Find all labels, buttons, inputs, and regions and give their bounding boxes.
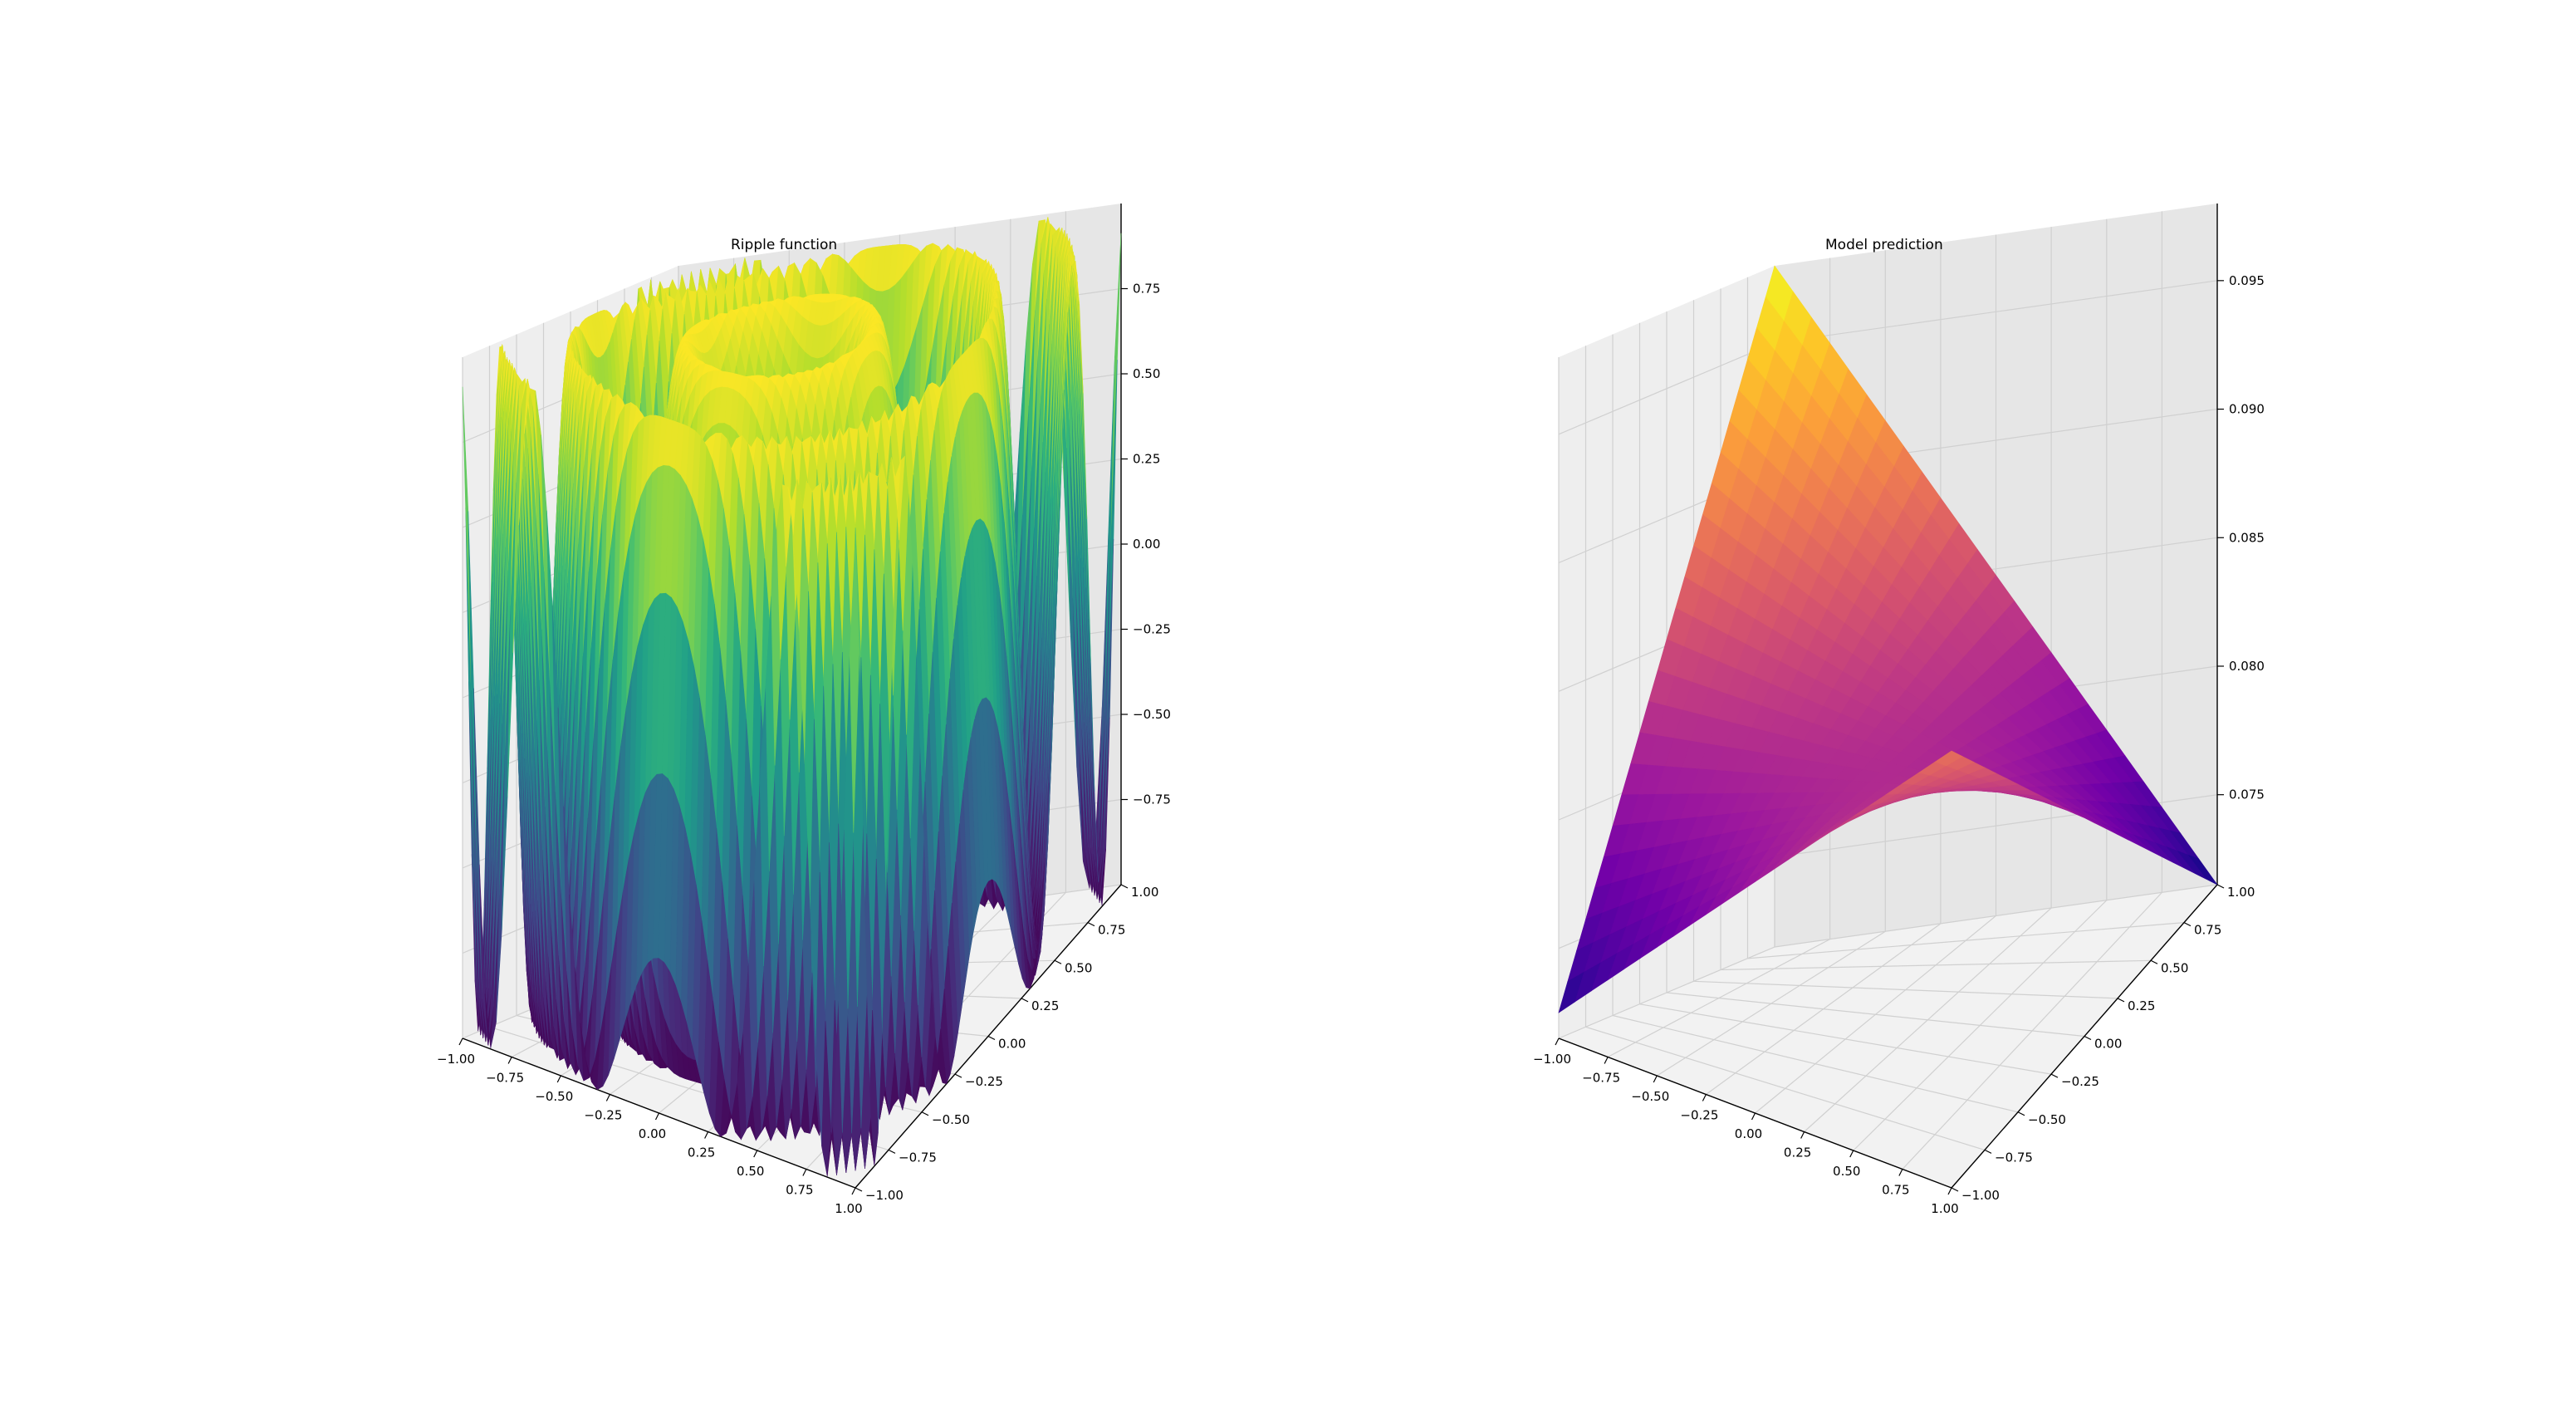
- x-tick-label: −0.50: [535, 1089, 573, 1104]
- x-tick-mark: [654, 1112, 660, 1121]
- y-tick-label: 1.00: [1131, 885, 1158, 900]
- x-tick-mark: [802, 1169, 807, 1176]
- ripple-function-chart: Ripple function −1.00 −0.75 −0.50 −0.25 0.00…: [437, 204, 1171, 1216]
- y-tick-label: −1.00: [865, 1188, 904, 1203]
- x-tick-mark: [704, 1131, 709, 1139]
- y-tick-mark: [921, 1111, 929, 1116]
- y-tick-mark: [888, 1149, 896, 1154]
- x-tick-label: −0.75: [486, 1071, 524, 1086]
- x-tick-label: 1.00: [835, 1201, 862, 1216]
- z-tick-label: −0.50: [1133, 707, 1171, 722]
- y-tick-mark: [855, 1187, 863, 1192]
- x-tick-label: 0.75: [786, 1183, 813, 1198]
- y-tick-label: 0.50: [1065, 960, 1092, 975]
- y-tick-label: −0.25: [965, 1074, 1003, 1089]
- y-tick-mark: [954, 1073, 962, 1078]
- x-tick-mark: [753, 1150, 758, 1158]
- y-tick-label: −0.75: [899, 1150, 937, 1165]
- z-tick-label: 0.75: [1133, 282, 1160, 297]
- z-tick-label: −0.25: [1133, 622, 1171, 637]
- surface: [462, 217, 1122, 1177]
- y-tick-label: 0.00: [998, 1037, 1026, 1052]
- y-tick-mark: [1087, 922, 1095, 927]
- x-tick-mark: [851, 1187, 856, 1195]
- y-tick-label: −0.50: [932, 1112, 970, 1127]
- y-tick-mark: [1120, 884, 1129, 889]
- y-tick-mark: [1054, 959, 1062, 964]
- x-tick-mark: [556, 1075, 561, 1083]
- y-tick-mark: [987, 1035, 996, 1041]
- z-tick-label: 0.00: [1133, 537, 1160, 552]
- y-tick-mark: [1021, 998, 1029, 1003]
- z-tick-label: 0.25: [1133, 452, 1160, 467]
- x-tick-label: 0.00: [639, 1126, 666, 1141]
- x-tick-label: 0.25: [688, 1145, 715, 1160]
- z-tick-label: −0.75: [1133, 792, 1171, 807]
- z-tick-label: 0.50: [1133, 366, 1160, 381]
- x-tick-mark: [507, 1057, 512, 1064]
- x-tick-mark: [605, 1094, 610, 1101]
- x-tick-label: 0.50: [737, 1164, 764, 1179]
- tick-labels: −1.00 −0.75 −0.50 −0.25 0.00 0.25 0.50 0.75 1.00…: [437, 282, 1171, 1217]
- x-tick-label: −0.25: [584, 1108, 622, 1123]
- x-tick-mark: [458, 1038, 463, 1046]
- x-tick-label: −1.00: [437, 1052, 475, 1067]
- chart-title-ripple: Ripple function: [731, 237, 837, 253]
- y-tick-label: 0.25: [1031, 998, 1059, 1013]
- y-tick-label: 0.75: [1098, 923, 1125, 938]
- model-prediction-chart: Model prediction −1.00−0.75−0.50−0.250.0…: [1533, 204, 2265, 1216]
